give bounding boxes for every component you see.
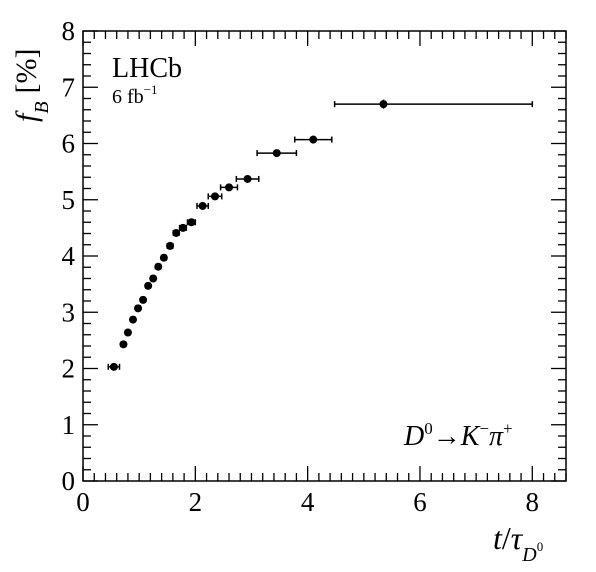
- data-marker: [149, 274, 158, 283]
- x-tick-label: 6: [413, 487, 427, 517]
- x-tick-label: 8: [526, 487, 540, 517]
- y-tick-labels: 0 1 2 3 4 5 6 7 8: [62, 16, 76, 496]
- data-marker: [272, 149, 281, 158]
- data-point: [107, 362, 121, 371]
- data-marker: [243, 174, 252, 183]
- y-tick-label: 7: [62, 72, 76, 102]
- experiment-label: LHCb: [112, 53, 182, 84]
- data-marker: [139, 295, 148, 304]
- data-point: [123, 328, 132, 337]
- x-tick-labels: 0 2 4 6 8: [76, 487, 539, 517]
- data-point: [186, 218, 197, 227]
- y-tick-label: 0: [62, 466, 76, 496]
- y-tick-label: 1: [62, 410, 76, 440]
- data-point: [134, 304, 143, 313]
- y-tick-label: 5: [62, 185, 76, 215]
- data-marker: [159, 253, 168, 262]
- data-point: [207, 192, 223, 201]
- data-marker: [198, 201, 207, 210]
- data-marker: [128, 315, 137, 324]
- y-tick-label: 6: [62, 129, 76, 159]
- data-point: [139, 295, 148, 304]
- data-point: [178, 223, 188, 232]
- data-point: [144, 281, 153, 290]
- data-marker: [379, 100, 388, 109]
- x-tick-label: 4: [301, 487, 315, 517]
- data-point: [333, 99, 534, 109]
- decay-label: D0→K−π+: [403, 419, 513, 452]
- data-marker: [144, 281, 153, 290]
- plot-area: 0 2 4 6 8 0 1 2 3 4 5 6 7 8: [62, 16, 567, 517]
- data-marker: [225, 183, 234, 192]
- data-point: [196, 201, 209, 210]
- data-point: [119, 340, 128, 349]
- data-point: [172, 228, 181, 237]
- data-point: [149, 274, 158, 283]
- x-axis-label: t/τD0: [493, 520, 543, 566]
- y-tick-label: 2: [62, 354, 76, 384]
- data-point: [159, 253, 168, 262]
- data-marker: [154, 262, 163, 271]
- data-point: [235, 174, 260, 183]
- y-tick-label: 8: [62, 16, 76, 46]
- data-point: [293, 135, 333, 144]
- data-marker: [166, 241, 175, 250]
- luminosity-label: 6 fb−1: [112, 82, 158, 108]
- data-point: [256, 149, 298, 158]
- data-marker: [187, 218, 196, 227]
- data-marker: [172, 228, 181, 237]
- data-point: [166, 241, 175, 250]
- axis-ticks: [82, 30, 567, 482]
- y-tick-label: 3: [62, 297, 76, 327]
- data-marker: [109, 362, 118, 371]
- data-point: [219, 183, 239, 192]
- x-tick-label: 2: [189, 487, 203, 517]
- x-tick-label: 0: [76, 487, 90, 517]
- data-marker: [119, 340, 128, 349]
- data-marker: [134, 304, 143, 313]
- data-marker: [123, 328, 132, 337]
- data-points: [107, 99, 534, 371]
- y-tick-label: 4: [62, 241, 76, 271]
- plot-frame: [82, 30, 567, 482]
- data-point: [128, 315, 137, 324]
- data-point: [154, 262, 163, 271]
- y-axis-label: fB[%]: [10, 48, 53, 122]
- data-marker: [178, 223, 187, 232]
- data-marker: [210, 192, 219, 201]
- data-marker: [309, 135, 318, 144]
